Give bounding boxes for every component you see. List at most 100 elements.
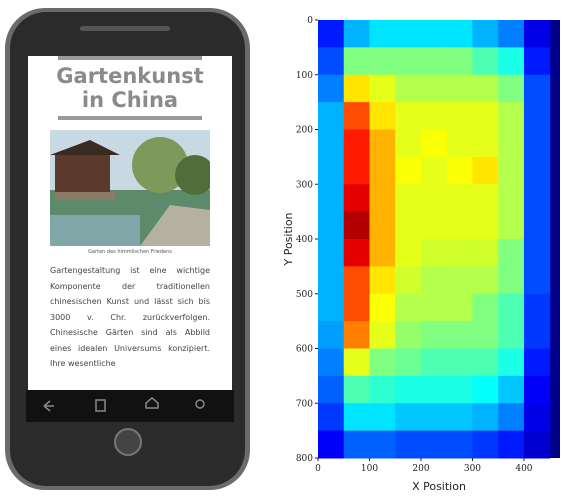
heat-cell [523, 184, 551, 213]
heat-cell [369, 403, 396, 432]
heat-cell [472, 293, 499, 322]
heat-cell [395, 47, 422, 76]
heat-cell [318, 211, 345, 240]
heat-cell [446, 430, 473, 459]
heat-cell [523, 293, 551, 322]
heat-cell [343, 375, 370, 404]
title-line: Gartenkunst [56, 64, 204, 88]
heat-cell [523, 129, 551, 158]
heat-cell [523, 74, 551, 103]
heat-cell [420, 266, 448, 295]
heat-cell [318, 266, 345, 295]
heat-cell [318, 321, 345, 349]
heat-cell [369, 184, 396, 213]
heat-cell [343, 184, 370, 213]
heat-cell [472, 266, 499, 295]
heat-cell [472, 430, 499, 459]
heat-cell [446, 156, 473, 185]
heat-cell [498, 403, 525, 432]
heat-cell [498, 293, 525, 322]
y-tick-label: 700 [296, 399, 313, 409]
heat-cell [523, 211, 551, 240]
heat-cell [420, 129, 448, 158]
heat-cell [472, 129, 499, 158]
title-line: in China [81, 88, 179, 112]
heat-cell [318, 403, 345, 432]
heat-cell [343, 20, 370, 48]
heat-cell [446, 102, 473, 130]
x-tick-label: 400 [515, 464, 532, 474]
heat-cell [446, 293, 473, 322]
heat-cell [446, 403, 473, 432]
heat-cell [420, 20, 448, 48]
heat-cell [318, 74, 345, 103]
y-axis-label: Y Position [282, 212, 295, 266]
heat-cell [318, 293, 345, 322]
heat-cell [369, 293, 396, 322]
heat-cell [472, 20, 499, 48]
heat-cell [446, 266, 473, 295]
heat-cell [395, 348, 422, 377]
back-icon[interactable] [43, 400, 54, 412]
heat-cell [318, 184, 345, 213]
heat-cell [472, 102, 499, 130]
heat-cell [318, 129, 345, 158]
heat-cell [395, 129, 422, 158]
heat-cell [369, 47, 396, 76]
heat-cell [472, 348, 499, 377]
heat-cell [395, 156, 422, 185]
x-axis-label: X Position [412, 480, 466, 493]
home-icon[interactable] [145, 397, 159, 409]
heat-cell [498, 47, 525, 76]
heat-cell [523, 403, 551, 432]
y-tick-label: 600 [296, 345, 313, 355]
garden-photo [50, 130, 210, 246]
heat-cell [395, 184, 422, 213]
x-tick-label: 300 [464, 464, 481, 474]
search-icon[interactable] [195, 399, 205, 409]
heat-cell [420, 211, 448, 240]
heat-cell [343, 403, 370, 432]
heat-cell [420, 239, 448, 267]
heat-cell [318, 47, 345, 76]
menu-icon[interactable] [95, 399, 106, 412]
heat-cell [369, 74, 396, 103]
heat-cell [523, 102, 551, 130]
heat-cell [343, 266, 370, 295]
heat-cell [523, 348, 551, 377]
heat-cell [420, 293, 448, 322]
heat-cell [446, 184, 473, 213]
heat-cell [395, 211, 422, 240]
x-tick-label: 200 [412, 464, 429, 474]
heat-cell [395, 321, 422, 349]
heat-cell [472, 321, 499, 349]
heat-cell [395, 239, 422, 267]
heat-cell [395, 266, 422, 295]
heat-cell [369, 156, 396, 185]
speaker [80, 26, 170, 31]
heat-cell [318, 156, 345, 185]
heat-cell [498, 239, 525, 267]
heat-cell [318, 239, 345, 267]
heat-cell [523, 266, 551, 295]
heat-cell [369, 266, 396, 295]
nav-bar [26, 390, 234, 422]
x-tick-label: 100 [361, 464, 378, 474]
heat-cell [395, 74, 422, 103]
x-tick-label: 0 [315, 464, 321, 474]
heat-cell [343, 129, 370, 158]
y-tick-label: 0 [307, 16, 313, 26]
y-tick-label: 500 [296, 290, 313, 300]
heat-cell [420, 102, 448, 130]
heat-cell [472, 74, 499, 103]
y-tick-label: 200 [296, 126, 313, 136]
home-button[interactable] [114, 428, 142, 456]
heat-cell [420, 375, 448, 404]
heat-cell [420, 184, 448, 213]
heat-cell [446, 20, 473, 48]
heat-cell [369, 211, 396, 240]
y-tick-label: 300 [296, 180, 313, 190]
y-tick-label: 800 [296, 454, 313, 464]
heat-cell [318, 348, 345, 377]
heat-cell [523, 239, 551, 267]
